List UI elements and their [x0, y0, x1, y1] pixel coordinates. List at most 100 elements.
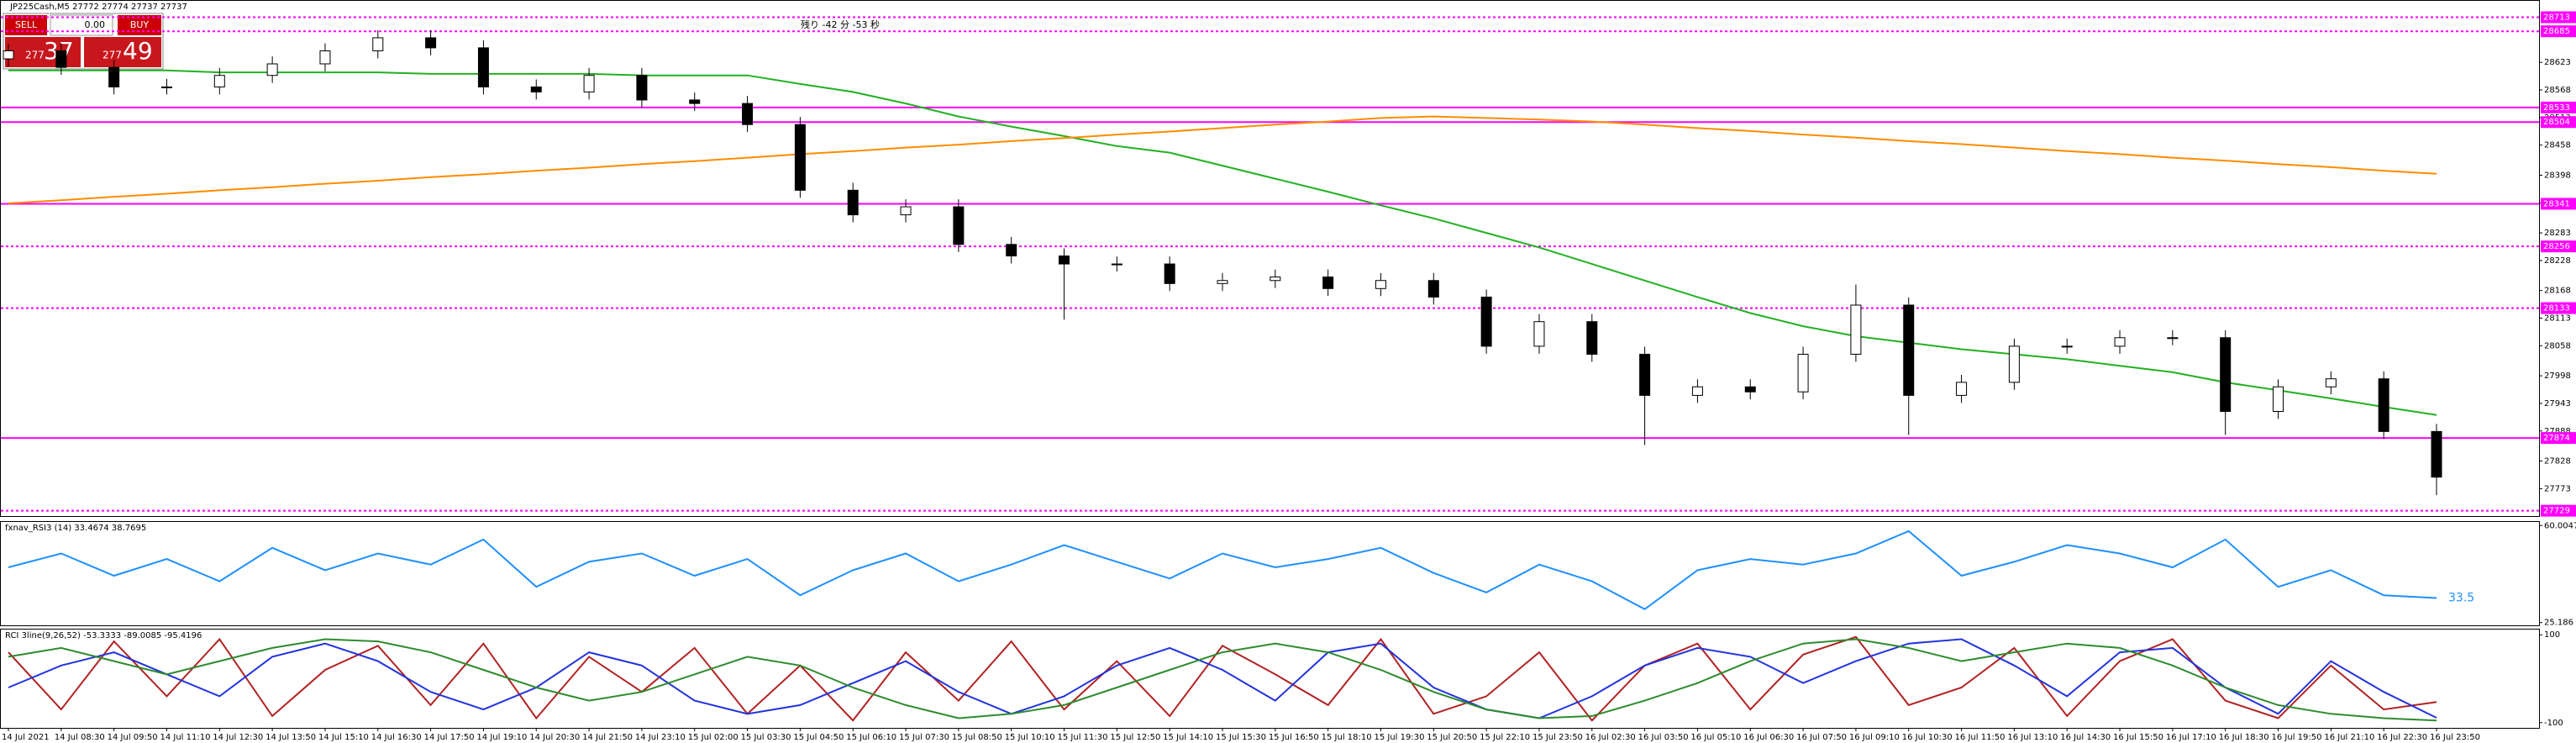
frames — [0, 0, 2540, 729]
y-tick-label: 28228 — [2544, 256, 2571, 266]
price-level-tag — [2541, 240, 2576, 253]
x-tick-label: 14 Jul 08:30 — [55, 733, 105, 742]
candle-body — [1850, 304, 1862, 355]
candle-body — [1111, 263, 1122, 266]
x-tick-label: 15 Jul 10:10 — [1005, 733, 1055, 742]
candle-body — [583, 75, 595, 92]
candle-body — [794, 124, 806, 191]
bid-big: 277 — [25, 50, 45, 61]
rci-title: RCI 3line(9,26,52) -53.3333 -89.0085 -95… — [5, 631, 202, 640]
last-value-label: 33.5 — [2448, 592, 2474, 605]
candle-body — [689, 99, 701, 104]
candle-body — [742, 103, 754, 125]
candle-body — [1533, 321, 1545, 347]
buy-label[interactable]: BUY — [130, 19, 150, 30]
y-tick-label: 28458 — [2544, 141, 2571, 150]
ask-box[interactable] — [84, 37, 161, 67]
price-level-label: 28713 — [2543, 13, 2570, 22]
x-tick-label: 16 Jul 07:50 — [1796, 733, 1847, 742]
price-level-tag — [2541, 198, 2576, 210]
x-tick-label: 16 Jul 14:30 — [2060, 733, 2111, 742]
candle-body — [372, 37, 384, 51]
candle-body — [1586, 321, 1598, 355]
y-tick-label: -100 — [2544, 719, 2563, 728]
candle-body — [2325, 378, 2337, 387]
y-tick-label: 100 — [2544, 630, 2560, 640]
candle-body — [1956, 382, 1968, 396]
price-level-label: 28133 — [2543, 304, 2570, 314]
y-tick-label: 25.186 — [2544, 619, 2573, 628]
price-level-label: 28533 — [2543, 103, 2570, 113]
x-tick-label: 15 Jul 12:50 — [1110, 733, 1160, 742]
candle-body — [213, 75, 225, 87]
candle-body — [425, 37, 437, 49]
price-level-tag — [2541, 11, 2576, 24]
candle-body — [847, 189, 859, 216]
x-tick-label: 16 Jul 15:50 — [2113, 733, 2163, 742]
x-tick-label: 15 Jul 16:50 — [1269, 733, 1319, 742]
lot-value[interactable]: 0.00 — [85, 19, 106, 30]
price-level-tag — [2541, 101, 2576, 113]
x-tick-label: 16 Jul 06:30 — [1743, 733, 1794, 742]
candle-body — [2008, 345, 2020, 383]
candle-body — [1006, 244, 1017, 257]
candle-body — [1270, 277, 1281, 282]
y-tick-label: 28568 — [2544, 86, 2571, 95]
price-level-tag — [2541, 116, 2576, 129]
bid-box[interactable] — [5, 37, 81, 67]
x-tick-label: 15 Jul 08:50 — [952, 733, 1002, 742]
y-tick-label: 27773 — [2544, 484, 2571, 493]
candle-body — [55, 50, 67, 68]
series-line — [8, 638, 2437, 722]
price-level-tag — [2541, 432, 2576, 445]
x-tick-label: 16 Jul 19:50 — [2272, 733, 2322, 742]
candle-body — [900, 206, 912, 216]
price-level-label: 28504 — [2543, 118, 2570, 127]
x-tick-label: 14 Jul 21:50 — [582, 733, 633, 742]
rsi-frame — [0, 521, 2540, 626]
x-tick-label: 16 Jul 09:10 — [1849, 733, 1900, 742]
price-level-tag — [2541, 25, 2576, 38]
candle-body — [2114, 337, 2126, 347]
y-tick-label: 28398 — [2544, 171, 2571, 180]
x-tick-label: 15 Jul 04:50 — [793, 733, 844, 742]
candle-body — [1164, 263, 1175, 284]
y-tick-label: 27888 — [2544, 427, 2571, 436]
candle-body — [1322, 277, 1334, 289]
x-tick-label: 16 Jul 03:50 — [1638, 733, 1689, 742]
candle-body — [2220, 337, 2232, 412]
y-tick-label: 27828 — [2544, 457, 2571, 466]
x-tick-label: 15 Jul 20:50 — [1427, 733, 1477, 742]
x-tick-label: 14 Jul 15:10 — [318, 733, 369, 742]
bar-timer: 残り -42 分 -53 秒 — [801, 18, 880, 30]
candle-body — [1744, 386, 1756, 393]
x-tick-label: 16 Jul 10:30 — [1902, 733, 1953, 742]
candle-body — [1903, 304, 1915, 396]
main-frame — [0, 0, 2540, 517]
candle-body — [266, 63, 278, 76]
x-tick-label: 14 Jul 12:30 — [213, 733, 263, 742]
y-tick-label: 28058 — [2544, 341, 2571, 350]
sell-label[interactable]: SELL — [15, 19, 38, 30]
x-tick-label: 15 Jul 22:10 — [1480, 733, 1530, 742]
price-level-label: 28341 — [2543, 199, 2570, 208]
candle-body — [3, 50, 14, 60]
candle-body — [477, 47, 489, 87]
y-tick-label: 27943 — [2544, 399, 2571, 408]
x-tick-label: 15 Jul 07:30 — [899, 733, 949, 742]
x-tick-label: 16 Jul 13:10 — [2007, 733, 2058, 742]
candle-body — [2061, 345, 2073, 348]
candle-body — [1639, 353, 1651, 396]
candle-body — [2431, 430, 2442, 478]
series-line — [8, 638, 2437, 719]
candle-body — [1480, 296, 1492, 347]
candle-body — [530, 86, 542, 92]
x-tick-label: 16 Jul 05:10 — [1690, 733, 1741, 742]
series-line — [8, 530, 2437, 610]
x-tick-label: 14 Jul 16:30 — [371, 733, 422, 742]
y-tick-label: 28113 — [2544, 314, 2571, 324]
x-tick-label: 14 Jul 11:10 — [160, 733, 210, 742]
series-line — [8, 69, 2437, 416]
